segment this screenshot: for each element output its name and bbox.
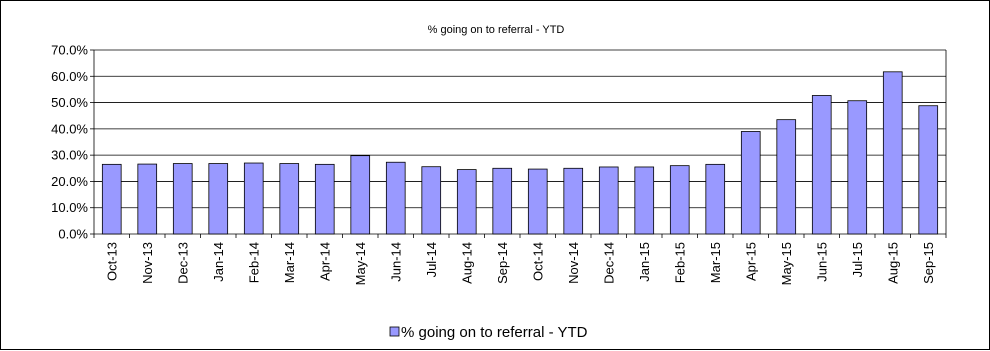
bar: [385, 161, 406, 235]
y-tick-label: 60.0%: [51, 69, 88, 84]
bar: [456, 169, 477, 235]
bar: [492, 167, 513, 235]
bar: [705, 163, 726, 235]
y-tick-labels: 0.0% 10.0% 20.0% 30.0% 40.0% 50.0% 60.0% 70.0%: [51, 43, 88, 242]
x-tick-label: Feb-14: [246, 242, 261, 283]
x-tick-label: Nov-14: [566, 242, 581, 284]
bar: [882, 71, 903, 235]
bar: [634, 166, 655, 235]
x-tick-label: Jun-15: [814, 242, 829, 282]
x-tick-label: Jul-15: [850, 242, 865, 277]
bar: [776, 119, 797, 235]
x-tick-label: Oct-13: [104, 242, 119, 281]
x-tick-label: Mar-14: [282, 242, 297, 283]
y-tick-label: 10.0%: [51, 200, 88, 215]
x-tick-label: Sep-14: [495, 242, 510, 284]
legend: % going on to referral - YTD: [389, 324, 588, 341]
bar: [847, 100, 868, 235]
bar: [598, 166, 619, 235]
bar: [279, 163, 300, 235]
bar: [669, 165, 690, 235]
x-tick-label: Nov-13: [140, 242, 155, 284]
bar: [243, 162, 264, 235]
x-tick-labels: Oct-13 Nov-13 Dec-13 Jan-14 Feb-14 Mar-14 Apr-…: [104, 242, 936, 285]
x-tick-label: Mar-15: [708, 242, 723, 283]
x-tick-label: May-15: [779, 242, 794, 285]
x-tick-label: Jan-15: [637, 242, 652, 282]
bar: [811, 95, 832, 235]
bar: [563, 167, 584, 235]
bar: [101, 163, 122, 235]
bar: [527, 168, 548, 235]
axes: [90, 49, 947, 238]
x-tick-label: Jan-14: [211, 242, 226, 282]
chart-title: % going on to referral - YTD: [428, 24, 565, 36]
y-tick-label: 0.0%: [58, 227, 88, 242]
x-tick-label: Apr-15: [743, 242, 758, 281]
y-tick-label: 30.0%: [51, 148, 88, 163]
x-tick-label: Jun-14: [388, 242, 403, 282]
y-tick-label: 20.0%: [51, 174, 88, 189]
gridlines: [94, 49, 946, 235]
y-tick-label: 50.0%: [51, 95, 88, 110]
x-tick-label: Oct-14: [530, 242, 545, 281]
bar: [350, 155, 371, 235]
y-tick-label: 70.0%: [51, 43, 88, 58]
x-tick-label: Apr-14: [317, 242, 332, 281]
bar: [208, 163, 229, 235]
bar: [172, 163, 193, 235]
bar: [740, 131, 761, 235]
legend-swatch: [389, 326, 400, 337]
x-tick-label: Aug-14: [459, 242, 474, 284]
bar: [137, 163, 158, 235]
bars: [101, 71, 939, 235]
x-tick-label: Aug-15: [885, 242, 900, 284]
bar: [314, 163, 335, 235]
x-tick-label: Feb-15: [672, 242, 687, 283]
legend-label: % going on to referral - YTD: [401, 324, 588, 341]
bar: [421, 166, 442, 235]
x-tick-label: Dec-13: [175, 242, 190, 284]
x-tick-label: May-14: [353, 242, 368, 285]
bar: [918, 105, 939, 235]
y-tick-label: 40.0%: [51, 121, 88, 136]
x-tick-label: Sep-15: [921, 242, 936, 284]
x-tick-label: Dec-14: [601, 242, 616, 284]
x-tick-label: Jul-14: [424, 242, 439, 277]
